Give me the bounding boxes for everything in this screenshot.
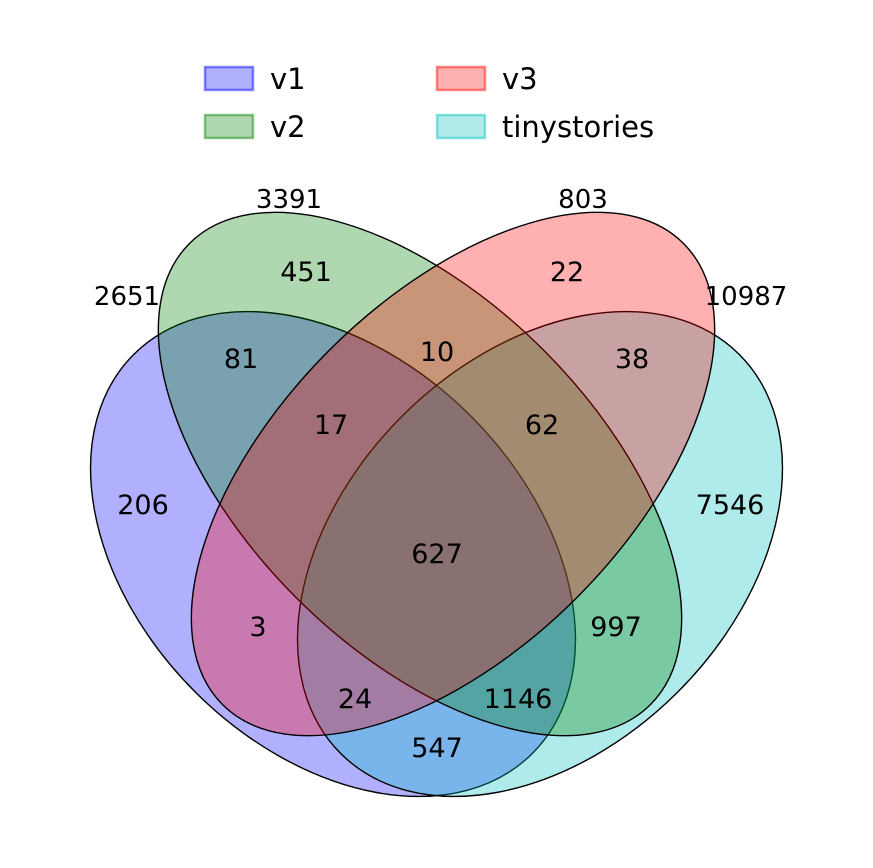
legend-label-v3: v3 <box>502 62 538 96</box>
region-v2-tinystories: 997 <box>590 612 642 643</box>
region-v1-v2-tinystories: 1146 <box>484 684 553 715</box>
region-v2-v3: 10 <box>420 337 454 368</box>
legend-swatch-tinystories <box>435 113 487 140</box>
legend-swatch-v2 <box>203 113 255 140</box>
set-total-v2: 3391 <box>256 185 322 215</box>
ellipse-tinystories <box>296 310 784 798</box>
ellipse-v3 <box>190 211 716 737</box>
legend-label-v2: v2 <box>270 110 306 144</box>
ellipse-v1 <box>89 310 577 798</box>
region-v3-only: 22 <box>550 257 584 288</box>
region-v1-v2-v3: 17 <box>314 410 348 441</box>
region-v1-tinystories: 547 <box>411 733 463 764</box>
region-v1-v2: 81 <box>224 344 258 375</box>
legend-swatch-v3 <box>435 65 487 92</box>
region-all-four: 627 <box>411 539 463 570</box>
region-v1-v3: 3 <box>249 612 266 643</box>
legend-swatch-v1 <box>203 65 255 92</box>
region-counts: 206 451 22 7546 81 10 38 17 62 627 3 997… <box>117 257 764 764</box>
legend: v1 v2 v3 tinystories <box>203 62 654 144</box>
set-total-v1: 2651 <box>94 282 160 312</box>
region-v3-tinystories: 38 <box>615 344 649 375</box>
set-total-v3: 803 <box>558 185 608 215</box>
ellipse-v2 <box>157 211 683 737</box>
region-v1-v3-tinystories: 24 <box>338 684 372 715</box>
legend-label-tinystories: tinystories <box>502 110 654 144</box>
venn-ellipses <box>89 211 784 798</box>
set-totals: 2651 3391 803 10987 <box>94 185 787 312</box>
region-tinystories-only: 7546 <box>696 490 765 521</box>
region-v2-only: 451 <box>280 257 332 288</box>
region-v1-only: 206 <box>117 490 169 521</box>
region-v2-v3-tinystories: 62 <box>525 410 559 441</box>
legend-label-v1: v1 <box>270 62 306 96</box>
set-total-tinystories: 10987 <box>705 282 788 312</box>
